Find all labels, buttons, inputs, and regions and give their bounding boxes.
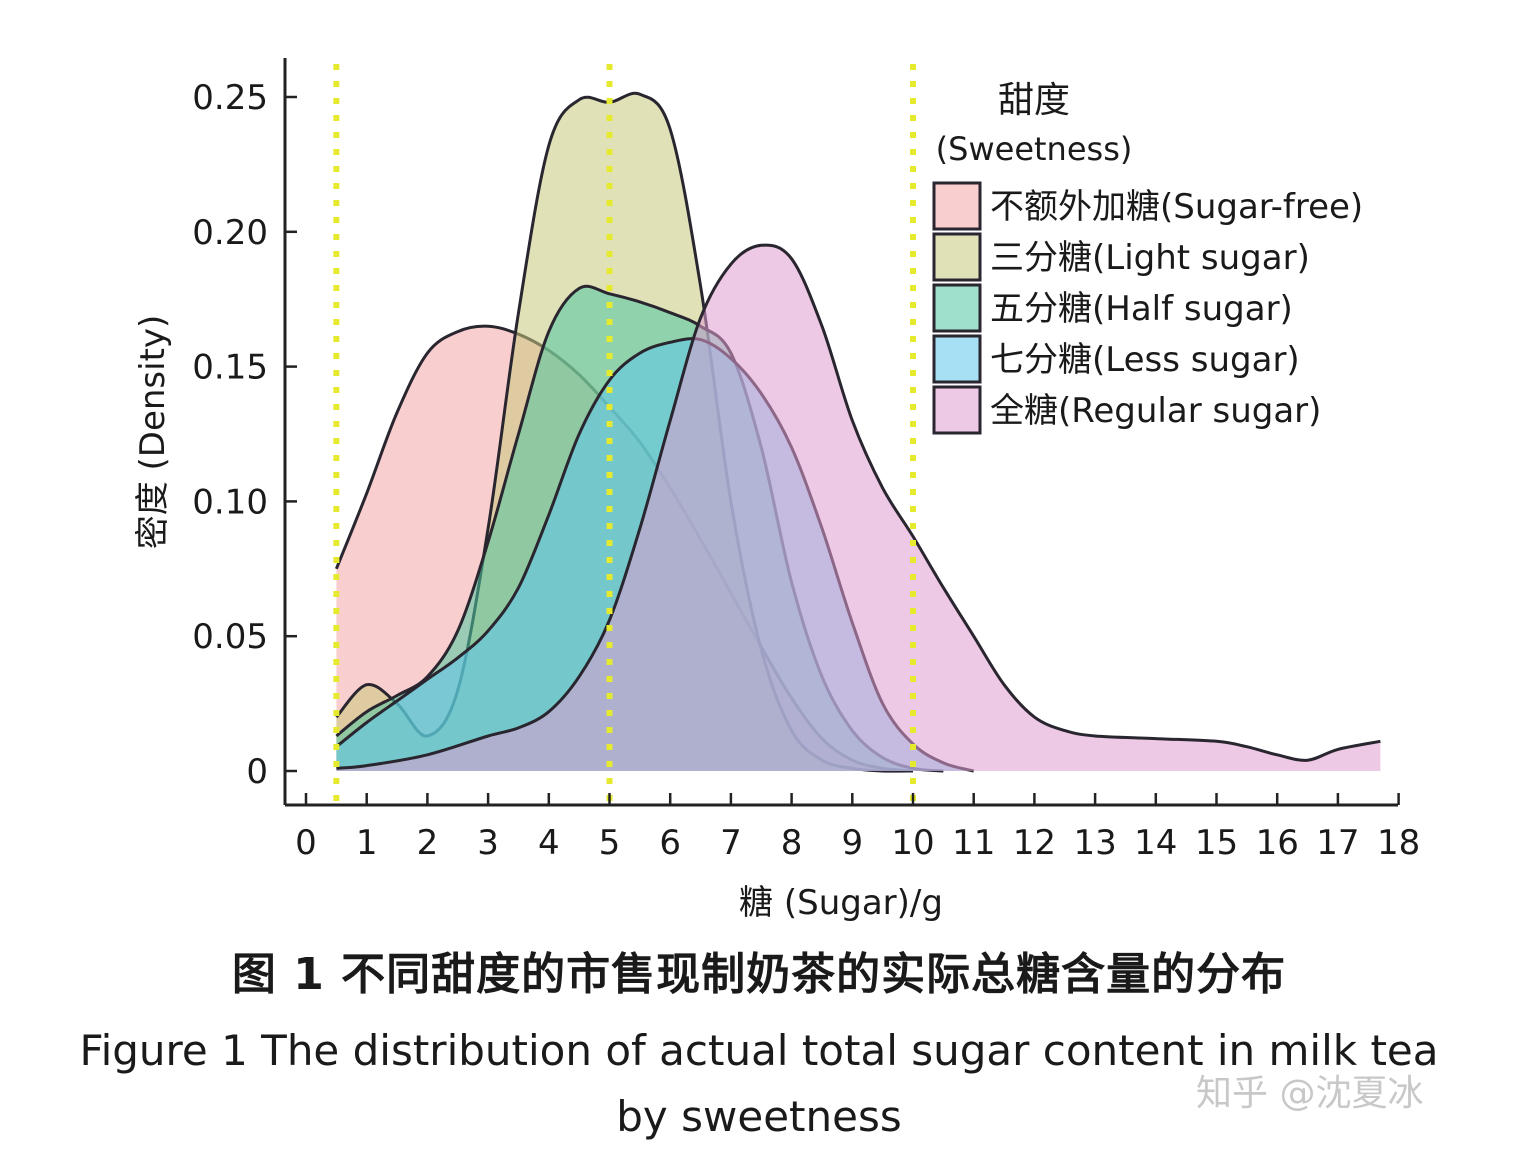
- x-tick-label: 7: [720, 823, 742, 863]
- x-tick-label: 4: [538, 823, 560, 863]
- x-tick-label: 2: [417, 823, 439, 863]
- legend-label-regular-sugar: 全糖(Regular sugar): [990, 391, 1321, 431]
- watermark: 知乎 @沈夏冰: [1196, 1073, 1424, 1114]
- legend: 甜度 (Sweetness) 不额外加糖(Sugar-free) 三分糖(Ligh…: [932, 80, 1363, 435]
- series-layer: [335, 91, 1381, 773]
- legend-swatch-sugar-free: [932, 181, 982, 231]
- axes: [283, 58, 1398, 807]
- x-tick-label: 10: [891, 823, 934, 863]
- y-tick-label: 0: [246, 752, 268, 792]
- x-axis-label: 糖 (Sugar)/g: [739, 883, 943, 923]
- x-tick-label: 3: [477, 823, 499, 863]
- y-tick-label: 0.20: [192, 213, 268, 253]
- reference-lines: [333, 64, 916, 805]
- x-tick-label: 17: [1316, 823, 1359, 863]
- ticks: 0 1 2 3 4 5 6 7 8 9 10 11 12 13 14 15 16 17 1800.050.100.1…: [192, 78, 1420, 863]
- x-tick-label: 18: [1377, 823, 1420, 863]
- x-tick-label: 8: [781, 823, 803, 863]
- y-tick-label: 0.15: [192, 348, 268, 388]
- legend-label-sugar-free: 不额外加糖(Sugar-free): [990, 187, 1363, 227]
- figure-caption-english: Figure 1 The distribution of actual tota…: [0, 1018, 1518, 1150]
- x-tick-label: 5: [599, 823, 621, 863]
- legend-label-half-sugar: 五分糖(Half sugar): [990, 289, 1293, 329]
- x-tick-label: 12: [1013, 823, 1056, 863]
- legend-title-cn: 甜度: [998, 80, 1070, 121]
- legend-swatch-light-sugar: [932, 232, 982, 282]
- y-tick-label: 0.05: [192, 617, 268, 657]
- x-tick-label: 15: [1195, 823, 1238, 863]
- legend-label-light-sugar: 三分糖(Light sugar): [990, 238, 1310, 278]
- legend-title-en: (Sweetness): [936, 130, 1133, 168]
- x-tick-label: 1: [356, 823, 378, 863]
- legend-label-less-sugar: 七分糖(Less sugar): [990, 340, 1300, 380]
- legend-swatch-regular-sugar: [932, 385, 982, 435]
- x-tick-label: 9: [841, 823, 863, 863]
- figure-caption-chinese: 图 1 不同甜度的市售现制奶茶的实际总糖含量的分布: [231, 949, 1287, 1000]
- density-chart: 0 1 2 3 4 5 6 7 8 9 10 11 12 13 14 15 16 17 1800.050.100.1…: [133, 58, 1420, 923]
- x-tick-label: 14: [1134, 823, 1177, 863]
- x-tick-label: 0: [295, 823, 317, 863]
- series-area-regular-sugar: [336, 245, 1381, 772]
- legend-swatch-half-sugar: [932, 283, 982, 333]
- caption-en-line-2: by sweetness: [616, 1092, 902, 1141]
- x-tick-label: 16: [1256, 823, 1299, 863]
- legend-swatch-less-sugar: [932, 334, 982, 384]
- y-tick-label: 0.25: [192, 78, 268, 118]
- x-tick-label: 13: [1073, 823, 1116, 863]
- x-tick-label: 11: [952, 823, 995, 863]
- y-axis-label: 密度 (Density): [133, 315, 173, 550]
- legend-items: 不额外加糖(Sugar-free) 三分糖(Light sugar) 五分糖(Hal…: [932, 181, 1363, 435]
- y-tick-label: 0.10: [192, 482, 268, 522]
- caption-en-line-1: Figure 1 The distribution of actual tota…: [79, 1026, 1439, 1075]
- series-line-regular-sugar: [336, 243, 1381, 770]
- x-tick-label: 6: [659, 823, 681, 863]
